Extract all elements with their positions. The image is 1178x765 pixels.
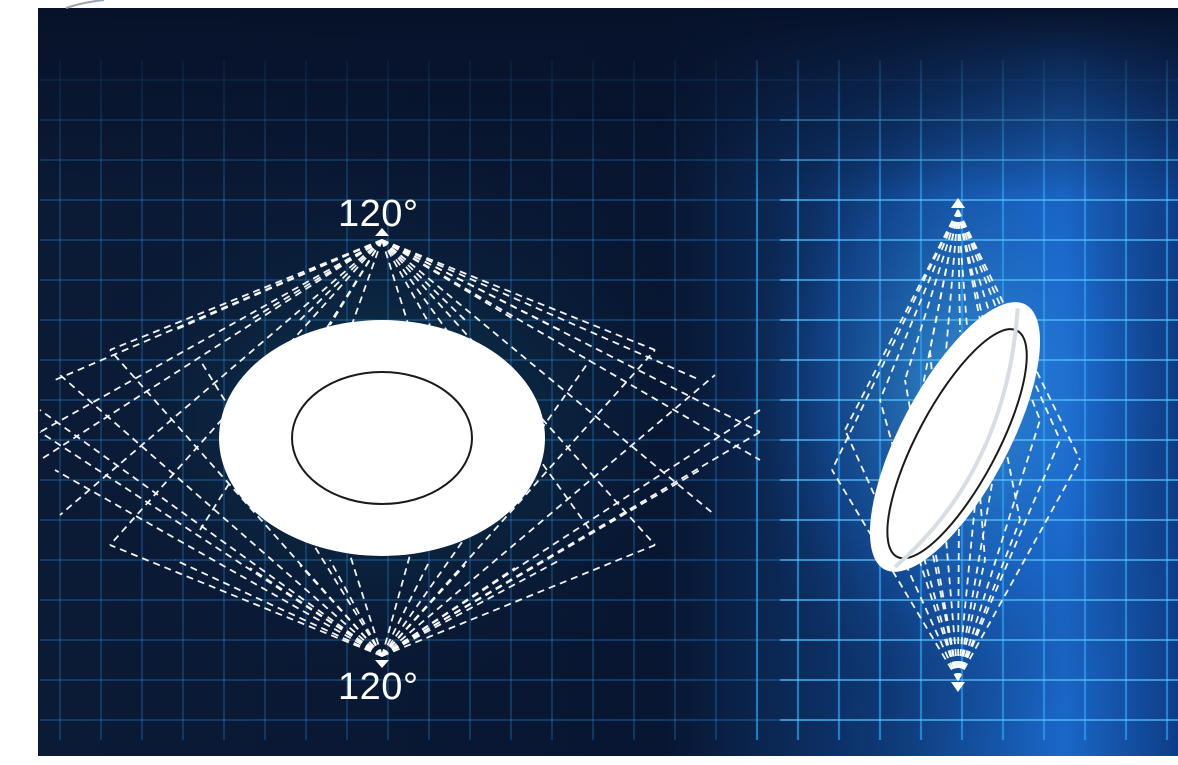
right-top-apex-marker (951, 198, 965, 208)
left-beam-line-top (381, 239, 431, 326)
left-beam-line-bottom (381, 374, 716, 657)
right-beam-line-bottom (957, 559, 986, 681)
right-bottom-apex-marker (951, 682, 965, 692)
left-beam-line-bottom (39, 431, 383, 657)
left-bottom-apex-marker (375, 660, 389, 668)
left-panel-inner-ring (291, 371, 473, 505)
left-beam-line-top (349, 239, 383, 331)
left-beam-line-bottom (381, 559, 431, 657)
left-beam-line-bottom (381, 409, 761, 657)
left-margin (0, 0, 38, 760)
left-beam-line-top (381, 239, 761, 461)
right-beam-line-bottom (957, 459, 1081, 681)
left-beam-line-top (39, 239, 383, 461)
left-beam-line-top (109, 239, 383, 351)
right-beam-line-top (831, 209, 959, 471)
right-beam-line-top (879, 209, 959, 401)
right-panel-edge (893, 308, 1020, 569)
left-beam-line-bottom (349, 554, 383, 657)
left-beam-line-top (381, 239, 656, 351)
left-beam-line-bottom (329, 559, 383, 657)
right-beam-line-top (844, 209, 959, 431)
left-beam-line-top (381, 239, 466, 321)
left-beam-line-bottom (381, 559, 561, 657)
right-beam-line-bottom (957, 419, 1041, 681)
right-beam-line-top (957, 209, 961, 331)
right-tilted-panel (869, 302, 1041, 572)
right-beam-line-top (957, 209, 1081, 461)
left-beam-line-top (59, 239, 383, 516)
left-top-apex-marker (375, 228, 389, 236)
left-beam-line-bottom (39, 409, 383, 657)
right-panel-disc (869, 302, 1041, 572)
left-beam-line-bottom (109, 544, 383, 657)
top-angle-label: 120° (338, 193, 419, 235)
left-beam-line-bottom (299, 564, 383, 657)
right-beam-line-top (957, 209, 986, 561)
right-beam-line-bottom (831, 469, 959, 681)
left-beam-line-top (249, 239, 383, 321)
right-beam-line-bottom (957, 519, 1021, 681)
bottom-angle-label: 120° (338, 666, 419, 708)
left-beam-line-top (174, 239, 383, 331)
left-beam-line-bottom (381, 544, 656, 657)
left-beam-line-top (329, 239, 383, 326)
left-beam-line-top (381, 239, 761, 433)
left-beam-line-bottom (174, 559, 383, 657)
corner-ornament (65, 0, 105, 9)
left-beam-line-bottom (54, 469, 383, 657)
left-beam-line-top (381, 239, 411, 331)
left-beam-line-bottom (381, 431, 761, 657)
right-beam-line-top (904, 209, 959, 381)
right-beam-line-bottom (957, 439, 1061, 681)
left-beam-line-top (39, 239, 383, 433)
left-beam-line-bottom (381, 349, 656, 657)
left-beam-line-top (381, 239, 701, 381)
left-beam-line-bottom (249, 567, 383, 657)
left-beam-line-bottom (381, 554, 411, 657)
